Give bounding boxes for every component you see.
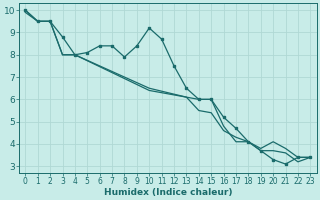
- X-axis label: Humidex (Indice chaleur): Humidex (Indice chaleur): [104, 188, 232, 197]
